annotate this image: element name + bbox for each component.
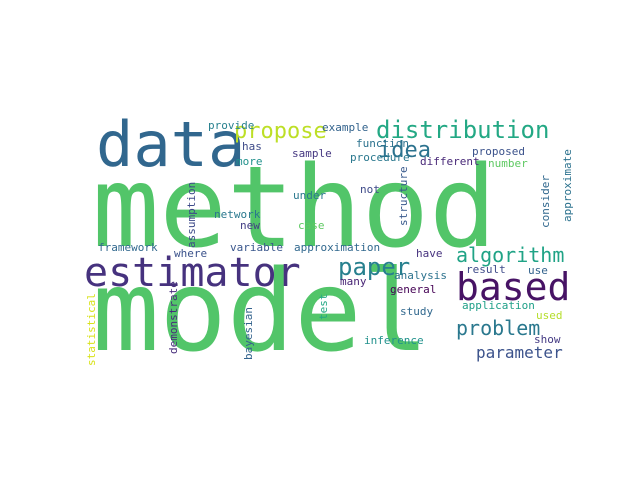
word-more: more: [236, 155, 263, 168]
word-study: study: [400, 305, 434, 318]
word-paper: paper: [338, 253, 411, 281]
word-variable: variable: [230, 241, 283, 254]
word-has: has: [242, 140, 262, 153]
word-propose: propose: [234, 119, 327, 144]
word-problem: problem: [456, 316, 541, 340]
word-inference: inference: [364, 334, 424, 347]
word-parameter: parameter: [476, 343, 563, 362]
word-assumption: assumption: [185, 181, 198, 248]
word-data: data: [96, 108, 246, 181]
word-function: function: [356, 137, 409, 150]
word-test: test: [317, 293, 330, 321]
word-demonstrate: demonstrate: [167, 281, 180, 354]
word-where: where: [174, 247, 208, 260]
word-approximate: approximate: [561, 149, 574, 222]
word-based: based: [456, 265, 571, 309]
word-result: result: [466, 263, 506, 276]
word-network: network: [214, 208, 261, 221]
word-used: used: [536, 309, 563, 322]
word-show: show: [534, 333, 561, 346]
word-case: case: [298, 219, 325, 232]
word-consider: consider: [539, 175, 552, 228]
word-approximation: approximation: [294, 241, 381, 254]
word-statistical: statistical: [85, 293, 98, 366]
word-analysis: analysis: [394, 269, 447, 282]
word-structure: structure: [397, 166, 410, 226]
word-many: many: [340, 275, 367, 288]
word-estimator: estimator: [84, 250, 301, 296]
word-bayesian: bayesian: [242, 307, 255, 360]
word-not: not: [360, 183, 380, 196]
word-proposed: proposed: [472, 145, 525, 158]
word-provide: provide: [208, 119, 255, 132]
word-have: have: [416, 247, 443, 260]
word-general: general: [390, 283, 437, 296]
word-framework: framework: [98, 241, 158, 254]
word-algorithm: algorithm: [456, 243, 565, 267]
word-new: new: [240, 219, 260, 232]
word-distribution: distribution: [376, 116, 550, 144]
word-application: application: [462, 299, 535, 312]
word-method: method: [92, 143, 497, 273]
word-under: under: [293, 189, 327, 202]
word-model: model: [92, 247, 430, 377]
word-use: use: [528, 264, 548, 277]
word-sample: sample: [292, 147, 332, 160]
word-different: different: [420, 155, 480, 168]
word-number: number: [488, 157, 528, 170]
word-idea: idea: [378, 138, 431, 163]
word-procedure: procedure: [350, 151, 410, 164]
word-example: example: [322, 121, 369, 134]
